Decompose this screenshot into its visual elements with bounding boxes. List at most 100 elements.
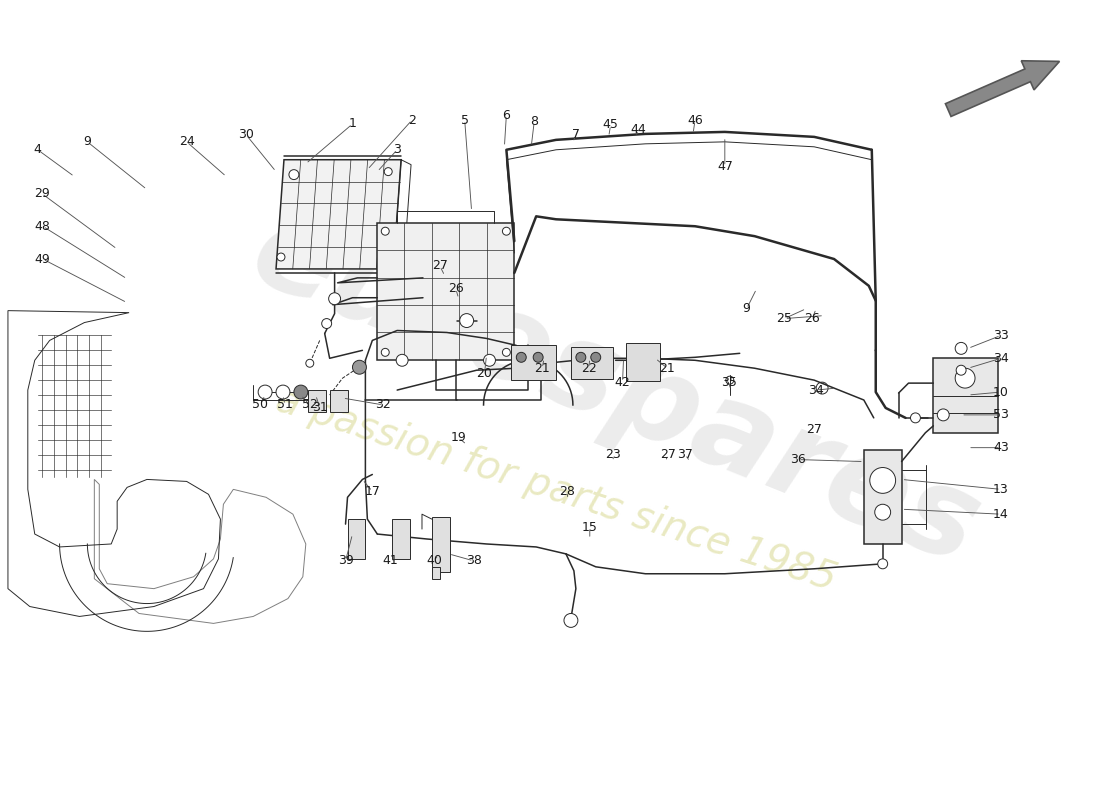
Bar xyxy=(393,519,410,559)
Bar xyxy=(432,567,440,578)
Text: 31: 31 xyxy=(311,402,328,414)
Text: 22: 22 xyxy=(581,362,596,374)
Circle shape xyxy=(870,467,895,494)
Text: 44: 44 xyxy=(630,123,647,137)
Text: 21: 21 xyxy=(535,362,550,374)
Text: 30: 30 xyxy=(239,128,254,142)
Text: eurospares: eurospares xyxy=(235,191,996,589)
Circle shape xyxy=(955,368,975,388)
Circle shape xyxy=(955,342,967,354)
Circle shape xyxy=(591,352,601,362)
Text: 19: 19 xyxy=(451,431,466,444)
Text: 8: 8 xyxy=(530,115,538,129)
Text: 1: 1 xyxy=(349,118,356,130)
Text: 49: 49 xyxy=(35,253,51,266)
Circle shape xyxy=(396,354,408,366)
Circle shape xyxy=(382,227,389,235)
Text: 26: 26 xyxy=(804,312,821,325)
Bar xyxy=(933,358,998,433)
Text: 3: 3 xyxy=(393,143,402,156)
Circle shape xyxy=(460,314,474,327)
Text: 51: 51 xyxy=(277,398,293,411)
Text: 53: 53 xyxy=(993,408,1009,422)
Text: 4: 4 xyxy=(34,143,42,156)
Text: 52: 52 xyxy=(301,398,318,411)
Circle shape xyxy=(306,359,313,367)
Text: 33: 33 xyxy=(993,329,1009,342)
Text: 48: 48 xyxy=(35,220,51,233)
Circle shape xyxy=(289,170,299,179)
Bar xyxy=(512,346,556,380)
Circle shape xyxy=(276,385,290,399)
Circle shape xyxy=(503,348,510,356)
Circle shape xyxy=(294,385,308,399)
Circle shape xyxy=(874,504,891,520)
Circle shape xyxy=(382,348,389,356)
Text: 9: 9 xyxy=(84,135,91,148)
Circle shape xyxy=(878,559,888,569)
Text: 42: 42 xyxy=(615,376,630,389)
Circle shape xyxy=(329,293,341,305)
Text: 37: 37 xyxy=(678,448,693,461)
Circle shape xyxy=(484,354,495,366)
Text: 27: 27 xyxy=(432,259,448,273)
Bar xyxy=(571,347,613,379)
Text: 5: 5 xyxy=(461,114,469,126)
Text: 34: 34 xyxy=(993,352,1009,365)
Circle shape xyxy=(277,253,285,261)
Text: 21: 21 xyxy=(659,362,675,374)
Text: 45: 45 xyxy=(603,118,618,131)
Text: 39: 39 xyxy=(338,554,353,567)
Text: 26: 26 xyxy=(448,282,463,295)
Text: 25: 25 xyxy=(777,312,792,325)
Circle shape xyxy=(321,318,331,329)
Circle shape xyxy=(956,366,966,375)
Text: a passion for parts since 1985: a passion for parts since 1985 xyxy=(271,381,842,598)
Bar xyxy=(626,343,660,381)
Text: 43: 43 xyxy=(993,441,1009,454)
Text: 28: 28 xyxy=(559,485,575,498)
Text: 46: 46 xyxy=(688,114,703,126)
Polygon shape xyxy=(276,160,402,269)
Text: 32: 32 xyxy=(375,398,392,411)
Bar xyxy=(864,450,902,544)
Text: 7: 7 xyxy=(572,128,580,142)
Text: 6: 6 xyxy=(503,109,510,122)
Text: 24: 24 xyxy=(179,135,195,148)
Text: 47: 47 xyxy=(717,160,733,173)
Circle shape xyxy=(503,227,510,235)
Bar xyxy=(348,519,365,559)
Text: 36: 36 xyxy=(791,453,806,466)
Circle shape xyxy=(384,168,393,176)
Circle shape xyxy=(576,352,586,362)
Circle shape xyxy=(937,409,949,421)
Text: 27: 27 xyxy=(806,423,822,436)
Text: 14: 14 xyxy=(993,508,1009,521)
Text: 38: 38 xyxy=(465,554,482,567)
Circle shape xyxy=(564,614,578,627)
Text: 35: 35 xyxy=(720,376,737,389)
Bar xyxy=(308,390,326,412)
Text: 23: 23 xyxy=(605,448,620,461)
Text: 41: 41 xyxy=(383,554,398,567)
Bar xyxy=(330,390,348,412)
Text: 27: 27 xyxy=(660,448,676,461)
Text: 13: 13 xyxy=(993,483,1009,496)
Circle shape xyxy=(352,360,366,374)
Bar xyxy=(377,223,515,360)
Text: 29: 29 xyxy=(34,187,50,200)
Circle shape xyxy=(258,385,272,399)
Circle shape xyxy=(534,352,543,362)
FancyArrow shape xyxy=(945,61,1059,117)
Text: 50: 50 xyxy=(252,398,268,411)
Text: 9: 9 xyxy=(742,302,750,315)
Text: 40: 40 xyxy=(426,554,442,567)
Text: 15: 15 xyxy=(582,521,597,534)
Circle shape xyxy=(516,352,526,362)
Text: 34: 34 xyxy=(808,383,824,397)
Circle shape xyxy=(911,413,921,423)
Text: 10: 10 xyxy=(993,386,1009,398)
Text: 17: 17 xyxy=(364,485,381,498)
Bar xyxy=(432,517,450,572)
Text: 20: 20 xyxy=(476,366,493,380)
